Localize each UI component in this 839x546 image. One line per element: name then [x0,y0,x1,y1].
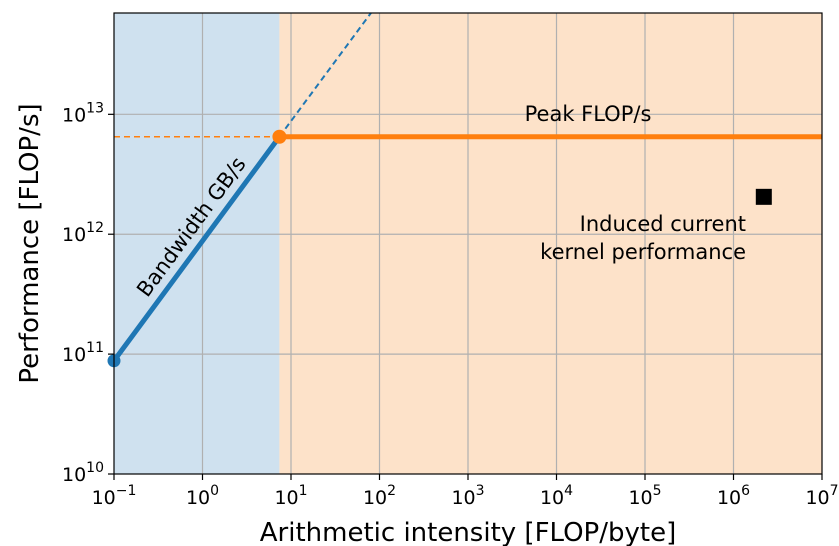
y-tick-label: 1011 [62,340,104,366]
grid [114,13,822,474]
y-tick-label: 1012 [62,220,104,246]
bandwidth-line [111,134,282,364]
x-tick-label: 107 [805,483,838,509]
memory-bound-region [114,13,280,474]
y-tick-label: 1013 [62,100,104,126]
y-ticks: 1010 1011 1012 1013 [62,100,114,486]
peak-flops-label: Peak FLOP/s [525,102,652,126]
kernel-label-line2: kernel performance [540,240,746,264]
roofline-lines [111,12,822,364]
x-tick-label: 102 [363,483,396,509]
compute-bound-region [279,13,822,474]
x-tick-label: 104 [540,483,573,509]
ridge-point [272,129,287,144]
y-tick-label: 1010 [62,460,104,486]
x-axis-label: Arithmetic intensity [FLOP/byte] [260,518,676,546]
x-tick-label: 100 [186,483,219,509]
x-tick-label: 10−1 [92,483,137,509]
kernel-label-line1: Induced current [580,212,746,236]
y-axis-label: Performance [FLOP/s] [15,103,45,383]
bandwidth-extension-line [278,12,372,138]
x-tick-label: 101 [274,483,307,509]
x-tick-label: 105 [628,483,661,509]
regions [114,13,822,474]
x-ticks: 10−1 100 101 102 103 104 105 106 107 [92,474,839,509]
x-tick-label: 103 [451,483,484,509]
x-tick-label: 106 [717,483,750,509]
kernel-performance-marker [755,188,772,205]
